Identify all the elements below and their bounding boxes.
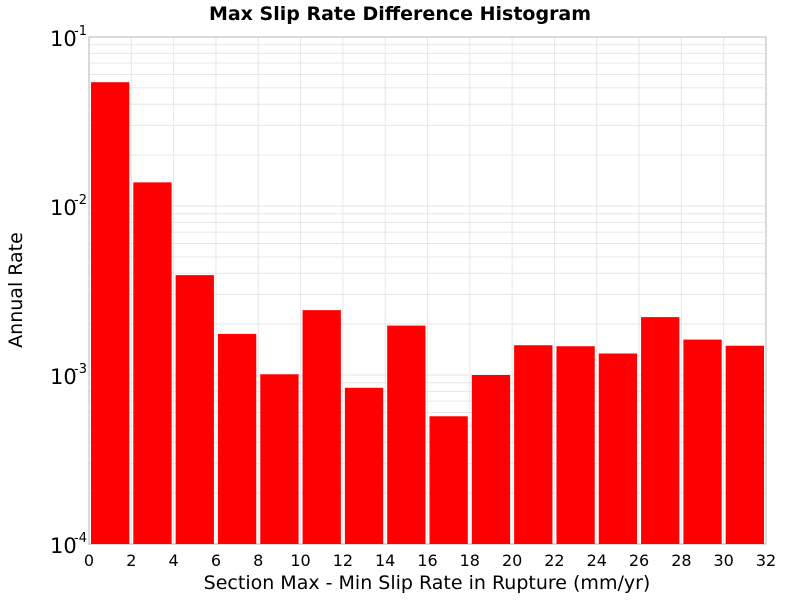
- y-tick-exponent: -1: [74, 24, 87, 39]
- x-tick-label: 28: [671, 551, 691, 570]
- y-tick-exponent: -3: [74, 362, 87, 377]
- bar: [91, 82, 130, 544]
- y-tick-label: 10: [50, 534, 77, 558]
- x-tick-label: 6: [211, 551, 221, 570]
- bar: [175, 275, 214, 544]
- y-tick-exponent: -2: [74, 193, 87, 208]
- x-tick-label: 8: [253, 551, 263, 570]
- x-tick-label: 32: [756, 551, 776, 570]
- bar: [514, 345, 553, 544]
- y-axis-label: Annual Rate: [5, 232, 27, 348]
- y-axis-ticks: 10-110-210-310-4: [50, 24, 87, 558]
- bar: [725, 345, 764, 544]
- y-tick-label: 10: [50, 27, 77, 51]
- x-axis-ticks: 0 2 4 6 8 10 12 14 16 18 20 22 24 26 28 30 32: [84, 551, 776, 570]
- bar: [556, 346, 595, 544]
- x-tick-label: 0: [84, 551, 94, 570]
- bar: [683, 339, 722, 544]
- x-tick-label: 20: [502, 551, 522, 570]
- y-tick-label: 10: [50, 196, 77, 220]
- bar: [260, 374, 299, 544]
- x-tick-label: 24: [587, 551, 607, 570]
- bar: [217, 333, 257, 544]
- x-tick-label: 10: [290, 551, 310, 570]
- x-tick-label: 30: [714, 551, 734, 570]
- y-tick-label: 10: [50, 365, 77, 389]
- x-tick-label: 26: [629, 551, 649, 570]
- x-tick-label: 12: [333, 551, 353, 570]
- x-tick-label: 16: [417, 551, 437, 570]
- bar: [429, 416, 468, 544]
- x-tick-label: 14: [375, 551, 395, 570]
- bar: [302, 310, 341, 544]
- bar: [344, 387, 384, 544]
- chart-title: Max Slip Rate Difference Histogram: [209, 3, 591, 25]
- x-tick-label: 18: [460, 551, 480, 570]
- x-tick-label: 4: [169, 551, 179, 570]
- bar: [133, 182, 172, 545]
- x-axis-label: Section Max - Min Slip Rate in Rupture (…: [204, 572, 651, 594]
- x-tick-label: 2: [126, 551, 136, 570]
- plot-area: [88, 36, 767, 545]
- bar: [471, 375, 511, 544]
- bar: [641, 317, 680, 544]
- y-tick-exponent: -4: [74, 531, 87, 546]
- bar: [598, 353, 638, 544]
- x-tick-label: 22: [544, 551, 564, 570]
- bar-series: [91, 82, 764, 545]
- bar: [387, 325, 426, 544]
